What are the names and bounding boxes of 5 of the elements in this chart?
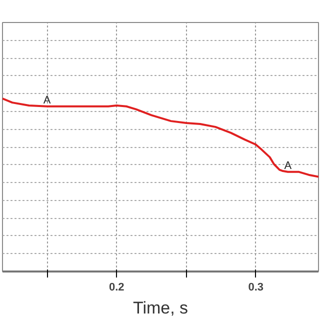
annotation: A [284, 160, 292, 172]
annotation: A [43, 94, 52, 106]
x-axis-title: Time, s [132, 298, 188, 318]
x-tick-label: 0.2 [109, 282, 124, 294]
x-tick-label: 0.3 [248, 282, 264, 294]
